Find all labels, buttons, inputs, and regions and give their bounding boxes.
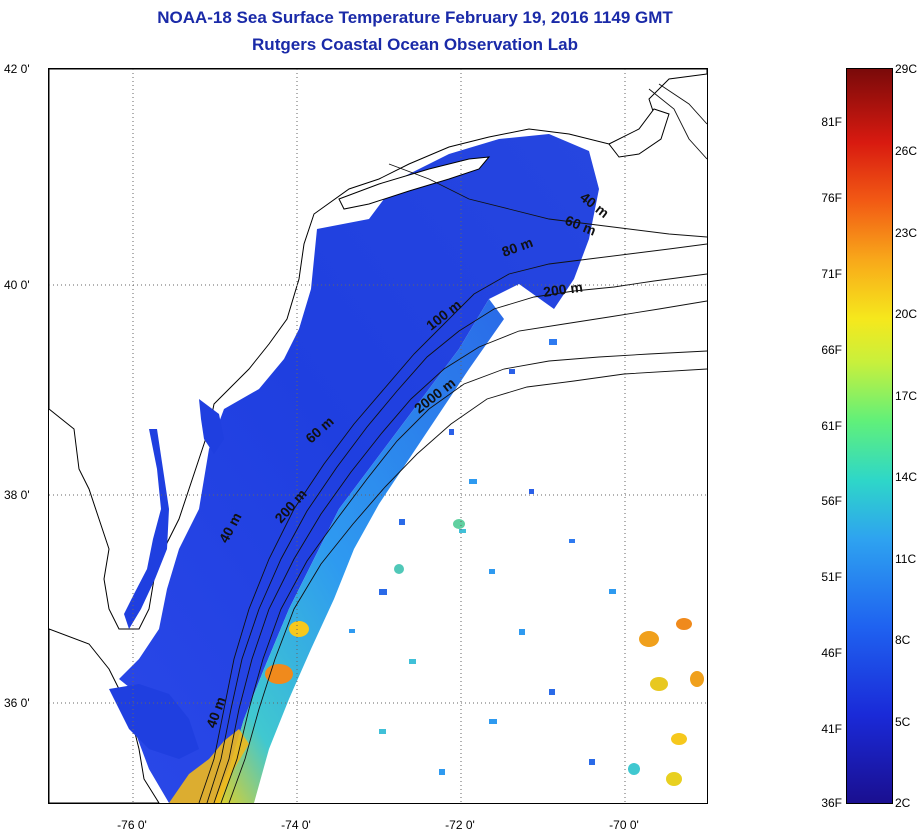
colorbar-f-label: 66F [821,343,842,357]
contour-label: 200 m [542,279,584,300]
offshore-speckle [349,339,704,786]
colorbar-f-label: 76F [821,191,842,205]
sst-map[interactable]: 40 m 60 m 80 m 200 m 100 m 2000 m 60 m 2… [48,68,708,804]
lon-label-70: -70 0' [609,818,639,832]
colorbar-c-label: 11C [895,552,917,566]
land-mass [49,69,707,630]
colorbar-c-label: 2C [895,796,911,810]
chesapeake-bay [124,429,169,629]
bathymetry-contours [198,83,707,803]
delaware-bay [199,399,224,454]
colorbar-f-label: 71F [821,267,842,281]
map-subtitle: Rutgers Coastal Ocean Observation Lab [252,35,578,54]
colorbar-c-label: 5C [895,715,911,729]
lon-label-74: -74 0' [281,818,311,832]
lon-label-76: -76 0' [117,818,147,832]
lat-label-42: 42 0' [4,62,30,76]
gulf-stream-patch [169,729,249,803]
lat-label-36: 36 0' [4,696,30,710]
land-mass-south [49,628,160,803]
sst-map-canvas: 40 m 60 m 80 m 200 m 100 m 2000 m 60 m 2… [49,69,707,803]
colorbar-c-label: 26C [895,144,918,158]
lat-label-38: 38 0' [4,488,30,502]
colorbar-f-label: 46F [821,646,842,660]
colorbar-f-label: 81F [821,115,842,129]
warm-eddy-2 [289,621,309,637]
colorbar-c-label: 17C [895,389,918,403]
shelf-water [119,134,599,803]
lat-label-40: 40 0' [4,278,30,292]
colorbar-f-label: 41F [821,722,842,736]
temperature-colorbar [846,68,893,804]
colorbar-f-label: 61F [821,419,842,433]
colorbar-c-label: 14C [895,470,918,484]
pamlico-sound [109,684,199,759]
cape-cod [608,108,670,158]
long-island [338,156,491,210]
colorbar-c-label: 29C [895,62,918,76]
colorbar-c-label: 23C [895,226,918,240]
colorbar-c-label: 20C [895,307,918,321]
warm-eddy-1 [265,664,293,684]
colorbar-c-label: 8C [895,633,911,647]
map-title: NOAA-18 Sea Surface Temperature February… [157,8,673,27]
colorbar-f-label: 56F [821,494,842,508]
colorbar-f-label: 51F [821,570,842,584]
lon-label-72: -72 0' [445,818,475,832]
colorbar-f-label: 36F [821,796,842,810]
